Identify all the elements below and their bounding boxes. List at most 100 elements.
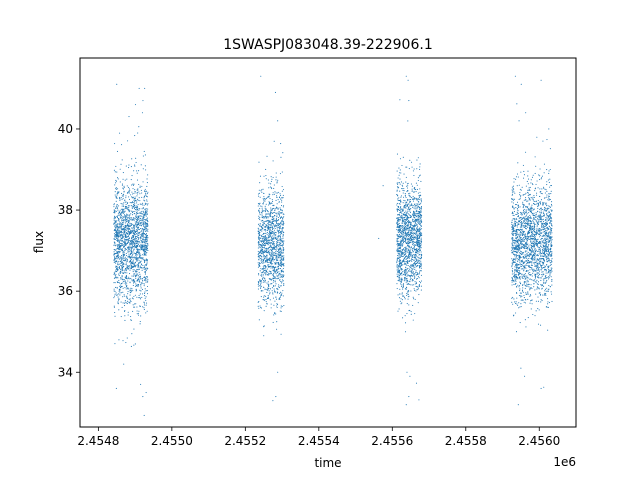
data-point — [269, 186, 271, 188]
data-point — [531, 176, 533, 178]
data-point — [145, 278, 147, 280]
data-point — [419, 245, 421, 248]
data-point — [405, 266, 407, 268]
data-point — [397, 235, 399, 237]
data-point — [142, 279, 144, 281]
data-point — [416, 227, 418, 229]
data-point — [121, 224, 123, 226]
data-point — [129, 260, 131, 263]
data-point — [140, 285, 142, 287]
data-point — [114, 274, 116, 277]
data-point — [407, 262, 409, 264]
data-point — [118, 260, 120, 262]
data-point — [268, 225, 270, 227]
data-point — [281, 227, 283, 229]
data-point — [142, 248, 144, 250]
data-point — [264, 277, 266, 279]
data-point — [113, 295, 116, 297]
data-point — [269, 223, 271, 225]
data-point — [147, 230, 149, 232]
data-point — [417, 230, 419, 232]
data-point — [414, 249, 416, 251]
data-point — [118, 211, 120, 213]
data-point — [399, 99, 401, 101]
data-point — [407, 120, 409, 122]
data-point — [123, 205, 125, 207]
data-point — [263, 229, 265, 231]
data-point — [402, 189, 404, 191]
data-point — [417, 273, 419, 275]
data-point — [417, 256, 419, 258]
data-point — [537, 187, 539, 189]
data-point — [145, 225, 148, 227]
data-point — [262, 240, 264, 242]
data-point — [414, 268, 416, 271]
data-point — [123, 236, 125, 238]
data-point — [273, 259, 275, 261]
data-point — [129, 247, 131, 249]
data-point — [282, 235, 284, 237]
data-point — [411, 284, 413, 286]
data-point — [124, 253, 126, 255]
data-point — [144, 265, 146, 267]
data-point — [271, 216, 273, 218]
data-point — [420, 253, 422, 255]
data-point — [403, 240, 406, 242]
data-point — [420, 234, 422, 237]
data-point — [545, 239, 548, 241]
data-point — [547, 301, 549, 303]
data-point — [418, 246, 420, 248]
data-point — [262, 210, 264, 213]
data-point — [270, 265, 272, 267]
data-point — [401, 252, 403, 254]
data-point — [117, 301, 119, 303]
data-point — [511, 198, 513, 200]
data-point — [134, 242, 136, 244]
data-point — [140, 203, 142, 205]
data-point — [265, 274, 267, 276]
data-point — [129, 269, 131, 271]
data-point — [397, 226, 399, 229]
data-point — [415, 258, 417, 261]
data-point — [519, 233, 521, 235]
data-point — [418, 175, 420, 177]
data-point — [271, 254, 273, 256]
data-point — [275, 223, 278, 225]
data-point — [261, 207, 263, 209]
data-point — [399, 169, 401, 171]
data-point — [142, 220, 144, 222]
data-point — [142, 234, 144, 236]
data-point — [420, 222, 422, 224]
data-point — [121, 144, 123, 146]
data-point — [407, 267, 409, 270]
data-point — [272, 263, 274, 265]
data-point — [275, 235, 277, 237]
data-point — [273, 204, 275, 206]
data-point — [280, 212, 282, 214]
data-point — [398, 308, 400, 310]
data-point — [141, 258, 143, 260]
data-point — [405, 214, 407, 216]
data-point — [120, 278, 122, 280]
data-point — [146, 200, 148, 202]
data-point — [122, 258, 124, 260]
data-point — [540, 274, 542, 276]
data-point — [551, 270, 553, 272]
data-point — [416, 219, 418, 221]
data-point — [120, 224, 122, 226]
data-point — [122, 233, 124, 235]
data-point — [278, 191, 280, 193]
data-point — [116, 267, 119, 269]
data-point — [399, 272, 401, 274]
data-point — [260, 306, 262, 309]
data-point — [117, 244, 119, 246]
data-point — [262, 223, 264, 226]
data-point — [120, 217, 122, 219]
data-point — [409, 266, 411, 268]
data-point — [402, 240, 404, 242]
data-point — [257, 305, 259, 307]
data-point — [260, 246, 262, 248]
data-point — [271, 243, 274, 245]
data-point — [131, 191, 133, 193]
data-point — [266, 254, 268, 256]
